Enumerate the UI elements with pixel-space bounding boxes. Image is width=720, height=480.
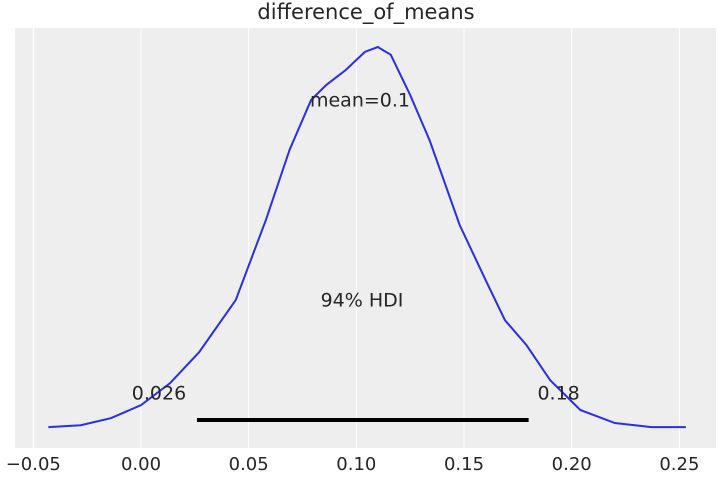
plot-area — [15, 28, 716, 448]
x-tick-label: 0.00 — [121, 454, 161, 475]
x-tick-label: −0.05 — [6, 454, 61, 475]
hdi-label: 94% HDI — [321, 290, 404, 312]
mean-label: mean=0.1 — [310, 90, 410, 112]
density-curve — [48, 45, 686, 429]
hdi-high-label: 0.18 — [537, 383, 579, 405]
x-tick-label: 0.10 — [336, 454, 376, 475]
x-tick-label: 0.20 — [552, 454, 592, 475]
x-tick-label: 0.05 — [229, 454, 269, 475]
x-tick-label: 0.25 — [659, 454, 699, 475]
x-tick-label: 0.15 — [444, 454, 484, 475]
chart-title: difference_of_means — [257, 0, 474, 25]
hdi-low-label: 0.026 — [132, 383, 186, 405]
